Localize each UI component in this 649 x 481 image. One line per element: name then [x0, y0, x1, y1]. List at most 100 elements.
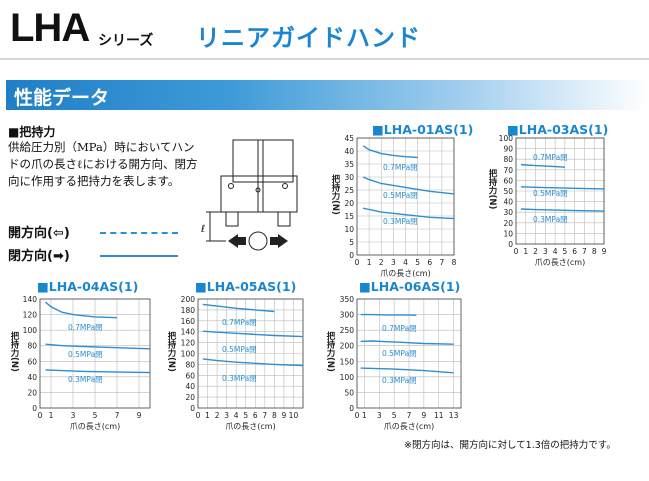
x-tick-label: 8	[452, 258, 457, 267]
y-tick-label: 100	[499, 134, 514, 143]
x-tick-label: 5	[562, 247, 567, 256]
x-tick-label: 2	[379, 258, 384, 267]
series-line	[362, 145, 418, 159]
series-line	[362, 176, 455, 195]
series-line	[202, 303, 275, 313]
series-line	[520, 186, 605, 190]
y-tick-label: 0	[508, 240, 513, 249]
x-tick-label: 1	[523, 247, 528, 256]
y-tick-label: 200	[340, 342, 355, 351]
y-tick-label: 80	[27, 342, 37, 351]
y-tick-label: 20	[185, 393, 195, 402]
series-line	[520, 208, 605, 212]
y-tick-label: 40	[27, 373, 37, 382]
x-tick-label: 6	[572, 247, 577, 256]
y-tick-label: 40	[344, 147, 354, 156]
y-tick-label: 160	[181, 317, 196, 326]
series-line	[362, 207, 455, 220]
x-tick-label: 3	[71, 411, 76, 420]
series-line	[45, 343, 151, 350]
series-label: 0.3MPa閉	[383, 217, 418, 226]
header-divider	[0, 58, 649, 60]
y-tick-label: 40	[503, 198, 513, 207]
series-line	[45, 301, 118, 319]
y-tick-label: 60	[185, 371, 195, 380]
x-tick-label: 0	[355, 411, 360, 420]
series-label: 0.3MPa閉	[382, 376, 417, 385]
y-tick-label: 10	[344, 225, 354, 234]
chart-title: ■LHA-03AS(1)	[507, 122, 608, 137]
chart-title: ■LHA-01AS(1)	[372, 122, 473, 137]
x-tick-label: 2	[215, 411, 220, 420]
chart-3: ■LHA-05AS(1)0204060801001201401601802000…	[166, 279, 304, 431]
x-axis-label: 爪の長さ(cm)	[535, 258, 585, 267]
x-tick-label: 4	[403, 258, 408, 267]
grip-force-description: 供給圧力別（MPa）時においてハンドの爪の長さℓにおける開方向、閉方向に作用する…	[8, 140, 198, 188]
y-tick-label: 80	[185, 360, 195, 369]
series-line	[360, 340, 454, 345]
y-tick-label: 300	[340, 311, 355, 320]
x-tick-label: 9	[137, 411, 142, 420]
x-axis-label: 爪の長さ(cm)	[384, 422, 434, 431]
y-tick-label: 250	[340, 326, 355, 335]
y-tick-label: 100	[181, 350, 196, 359]
x-tick-label: 0	[514, 247, 519, 256]
y-tick-label: 150	[340, 357, 355, 366]
series-line	[202, 330, 304, 338]
chart-title: ■LHA-04AS(1)	[37, 279, 138, 294]
y-tick-label: 90	[503, 145, 513, 154]
series-line	[45, 369, 151, 374]
series-name: LHA	[10, 6, 90, 50]
y-tick-label: 140	[181, 328, 196, 337]
x-tick-label: 11	[434, 411, 444, 420]
series-label: 0.5MPa閉	[222, 345, 257, 354]
y-axis-label: 把持力(N)	[487, 168, 497, 209]
x-tick-label: 7	[262, 411, 267, 420]
x-tick-label: 3	[224, 411, 229, 420]
x-tick-label: 3	[543, 247, 548, 256]
grip-force-heading: ■把持力	[8, 125, 56, 139]
footnote: ※閉方向は、開方向に対して1.3倍の把持力です。	[404, 440, 616, 451]
y-tick-label: 50	[503, 187, 513, 196]
y-tick-label: 0	[349, 404, 354, 413]
x-tick-label: 8	[592, 247, 597, 256]
y-tick-label: 35	[344, 160, 354, 169]
x-tick-label: 5	[415, 258, 420, 267]
chart-title: ■LHA-06AS(1)	[359, 279, 460, 294]
y-tick-label: 20	[344, 199, 354, 208]
y-tick-label: 10	[503, 229, 513, 238]
y-axis-label: 把持力(N)	[325, 331, 335, 372]
y-tick-label: 0	[190, 404, 195, 413]
legend-close-label: 閉方向(➡)	[8, 249, 70, 264]
series-label: 0.7MPa閉	[68, 323, 103, 332]
series-label: 0.3MPa閉	[222, 374, 257, 383]
product-title: リニアガイドハンド	[196, 24, 421, 52]
y-tick-label: 45	[344, 134, 354, 143]
x-tick-label: 0	[355, 258, 360, 267]
x-tick-label: 1	[362, 411, 367, 420]
plot-frame	[356, 137, 455, 256]
series-label: 0.7MPa閉	[222, 318, 257, 327]
series-label: 0.5MPa閉	[68, 350, 103, 359]
x-tick-label: 8	[272, 411, 277, 420]
x-tick-label: 7	[115, 411, 120, 420]
legend-open-label: 開方向(⇦)	[8, 226, 70, 241]
x-tick-label: 2	[533, 247, 538, 256]
y-axis-label: 把持力(N)	[330, 174, 340, 215]
y-tick-label: 120	[181, 339, 196, 348]
y-axis-label: 把持力(N)	[166, 331, 176, 372]
series-line	[360, 367, 454, 374]
y-tick-label: 120	[23, 311, 38, 320]
x-tick-label: 6	[253, 411, 258, 420]
y-tick-label: 70	[503, 166, 513, 175]
x-tick-label: 5	[392, 411, 397, 420]
x-axis-label: 爪の長さ(cm)	[380, 269, 430, 278]
x-axis-label: 爪の長さ(cm)	[225, 422, 275, 431]
y-tick-label: 200	[181, 295, 196, 304]
legend-open-line	[100, 232, 178, 234]
series-label: 0.5MPa閉	[382, 349, 417, 358]
